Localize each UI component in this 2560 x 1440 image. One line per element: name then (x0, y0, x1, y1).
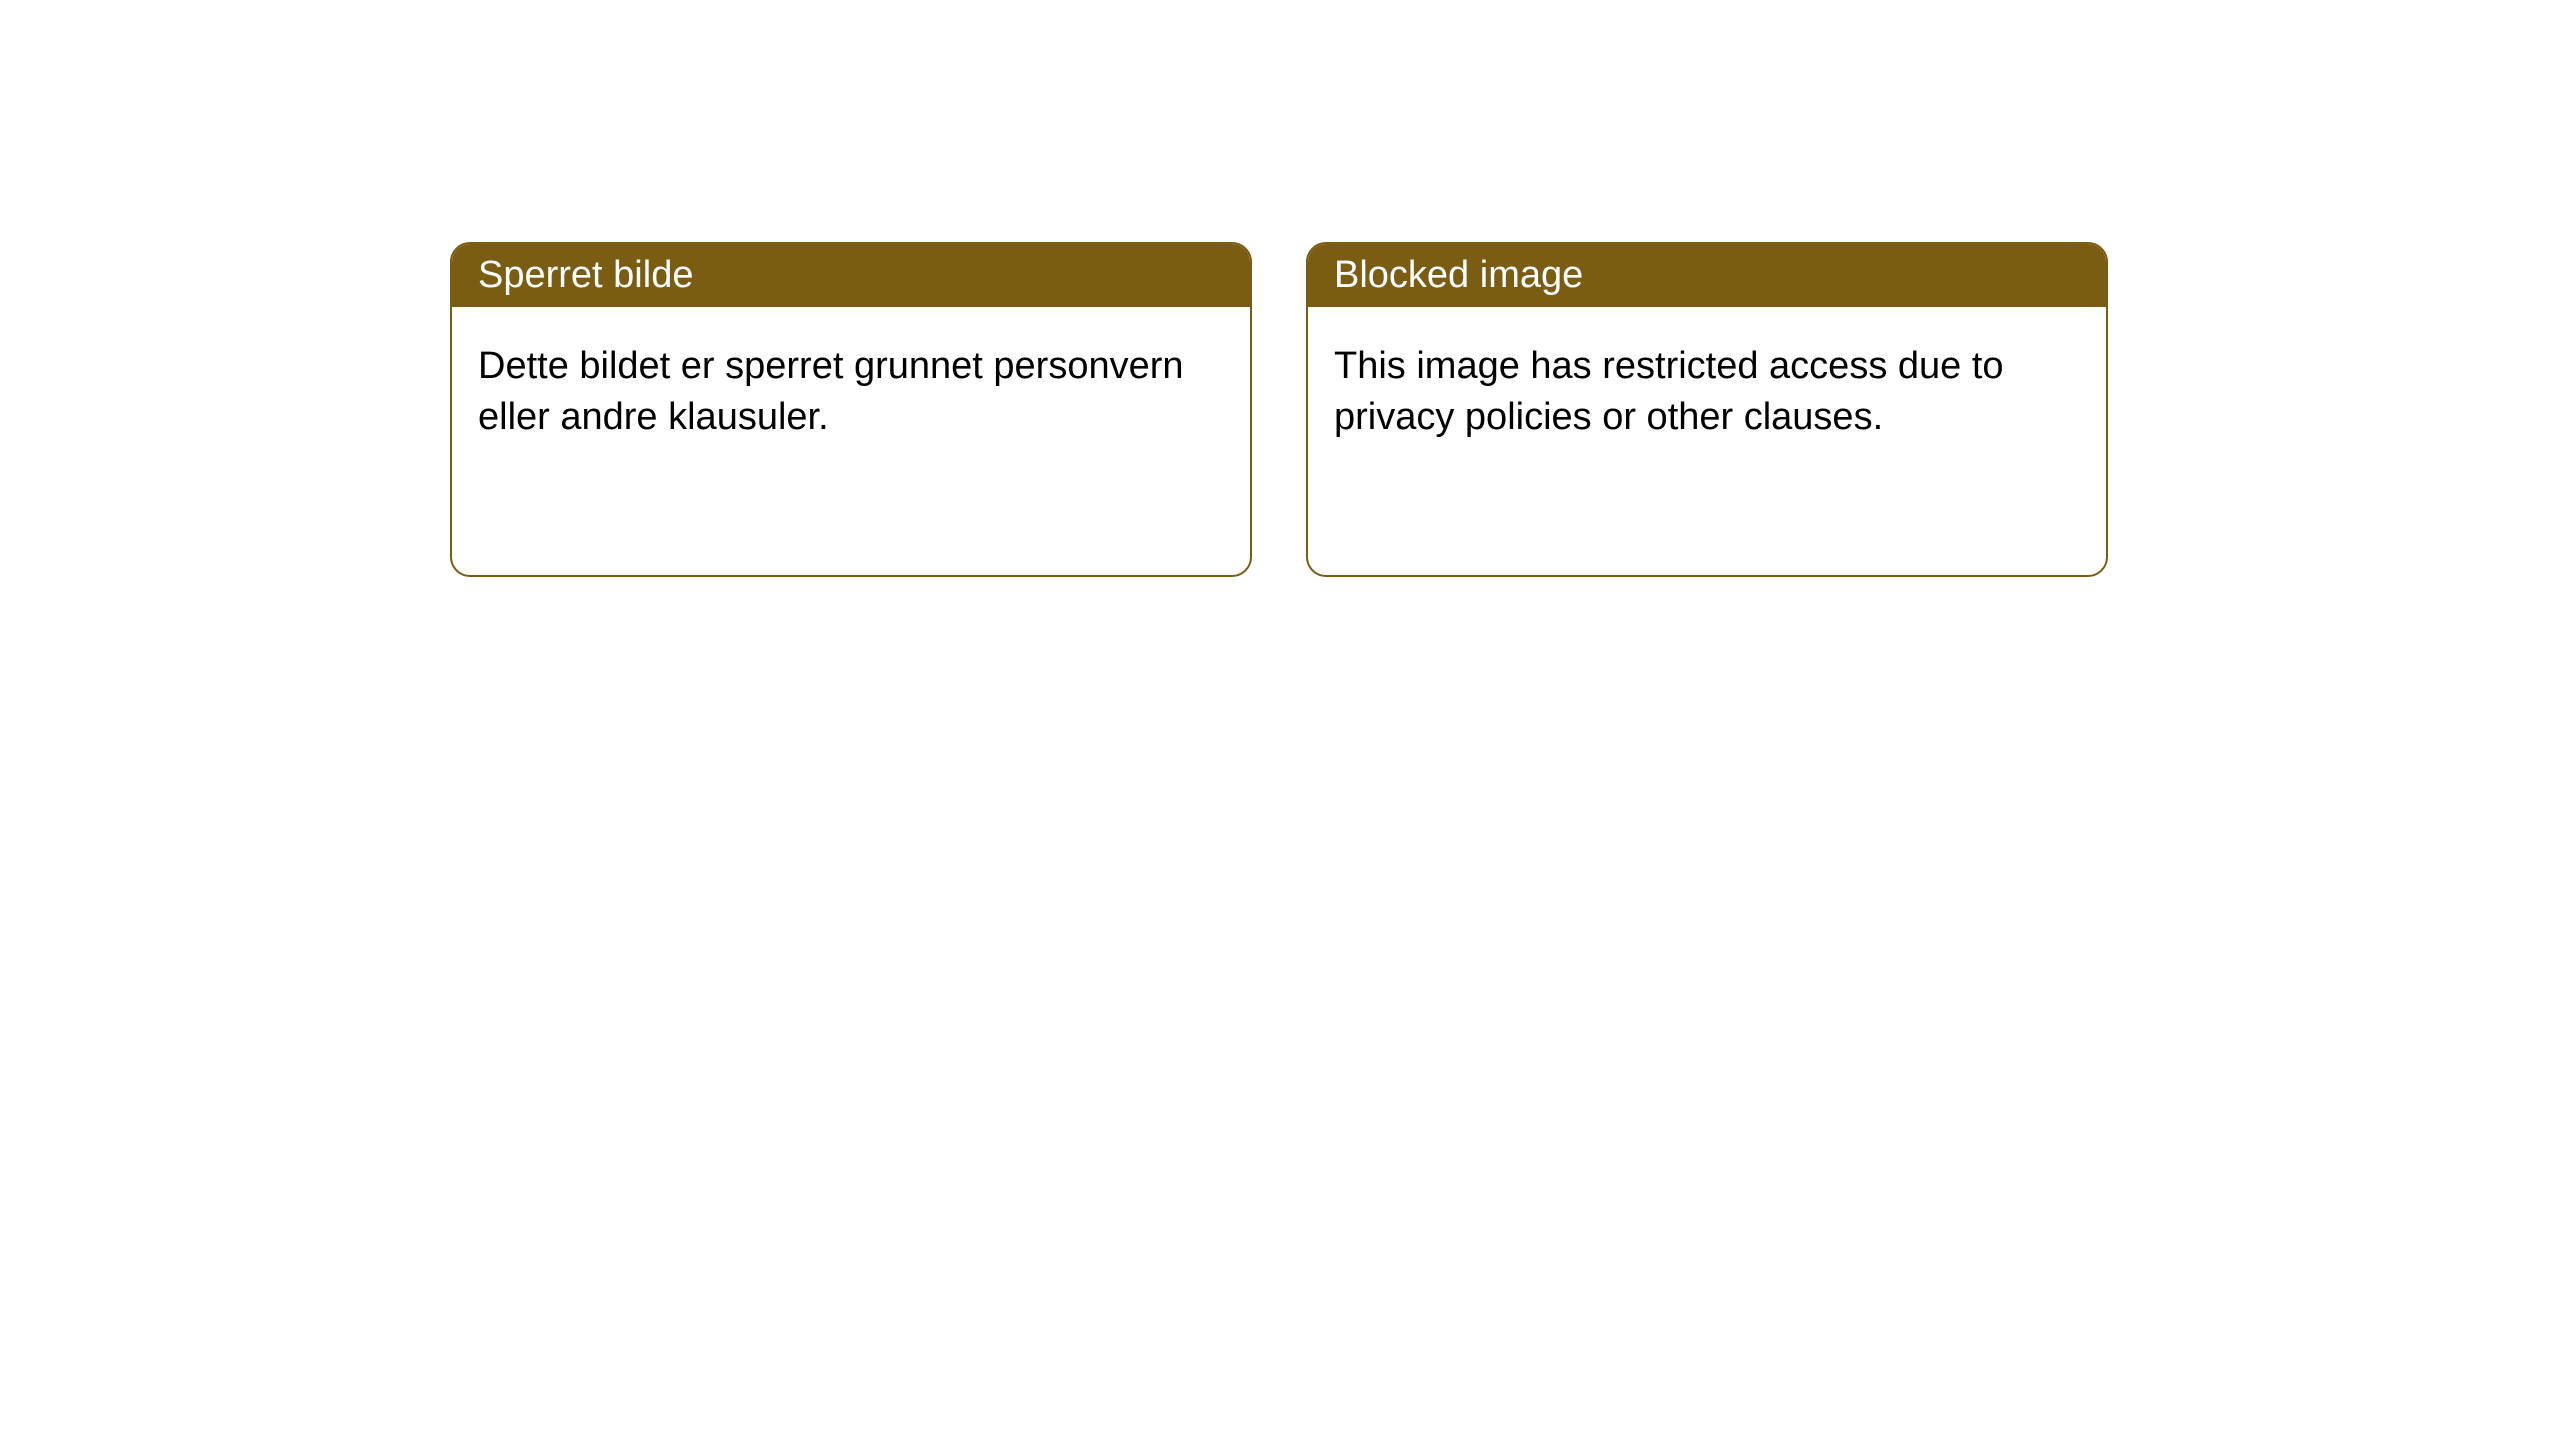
notice-card-english: Blocked image This image has restricted … (1306, 242, 2108, 577)
notice-card-norwegian: Sperret bilde Dette bildet er sperret gr… (450, 242, 1252, 577)
notice-container: Sperret bilde Dette bildet er sperret gr… (450, 242, 2108, 577)
notice-header-english: Blocked image (1308, 244, 2106, 307)
notice-header-norwegian: Sperret bilde (452, 244, 1250, 307)
notice-body-norwegian: Dette bildet er sperret grunnet personve… (452, 307, 1250, 478)
notice-body-english: This image has restricted access due to … (1308, 307, 2106, 478)
